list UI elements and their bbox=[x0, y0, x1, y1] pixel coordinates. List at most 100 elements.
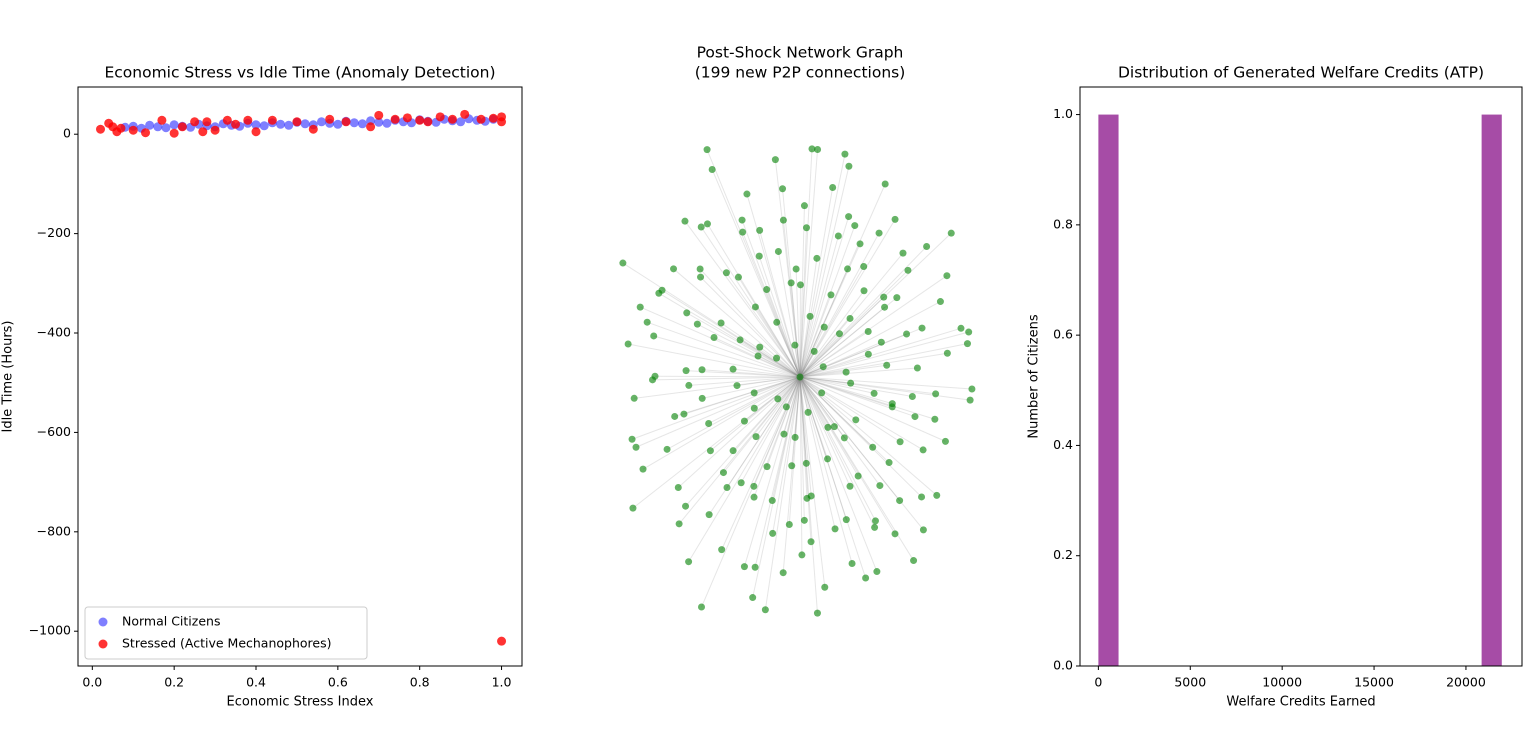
scatter-point bbox=[316, 117, 326, 127]
node bbox=[774, 395, 782, 403]
node bbox=[787, 279, 795, 287]
node bbox=[936, 298, 944, 306]
edge bbox=[783, 376, 801, 435]
scatter-point bbox=[161, 123, 171, 133]
node bbox=[796, 373, 804, 381]
scatter-point bbox=[169, 120, 179, 130]
node bbox=[829, 183, 837, 191]
node bbox=[779, 569, 787, 577]
scatter-point bbox=[96, 124, 106, 134]
edge bbox=[701, 376, 801, 608]
x-axis-label: Economic Stress Index bbox=[227, 695, 374, 710]
edge bbox=[799, 376, 901, 501]
node bbox=[739, 228, 747, 236]
edge bbox=[799, 376, 972, 390]
edge bbox=[732, 368, 801, 378]
node bbox=[883, 361, 891, 369]
edge bbox=[799, 352, 948, 378]
edge bbox=[799, 371, 847, 378]
edge bbox=[791, 376, 801, 466]
scatter-point bbox=[374, 117, 384, 127]
edge bbox=[799, 376, 922, 498]
node bbox=[819, 363, 827, 371]
edge bbox=[799, 376, 826, 588]
edge bbox=[700, 226, 801, 378]
chart-title: Distribution of Generated Welfare Credit… bbox=[1118, 64, 1484, 82]
edge bbox=[754, 376, 801, 568]
node bbox=[675, 520, 683, 528]
edge bbox=[799, 331, 969, 378]
edge bbox=[799, 225, 856, 378]
node bbox=[782, 403, 790, 411]
edge bbox=[799, 268, 849, 378]
edge bbox=[736, 376, 801, 387]
node bbox=[871, 523, 879, 531]
node bbox=[888, 403, 896, 411]
node bbox=[820, 323, 828, 331]
edge bbox=[799, 331, 869, 378]
node bbox=[891, 530, 899, 538]
edge bbox=[655, 375, 801, 378]
chart-title: (199 new P2P connections) bbox=[695, 64, 906, 82]
edge bbox=[772, 376, 801, 534]
node bbox=[918, 324, 926, 332]
y-tick-label: −800 bbox=[37, 523, 71, 538]
node bbox=[896, 497, 904, 505]
node bbox=[842, 368, 850, 376]
node bbox=[779, 216, 787, 224]
edge bbox=[799, 376, 893, 408]
node bbox=[796, 281, 804, 289]
node bbox=[643, 318, 651, 326]
edge bbox=[799, 376, 878, 572]
node bbox=[891, 215, 899, 223]
node bbox=[824, 455, 832, 463]
node bbox=[698, 603, 706, 611]
scatter-point bbox=[300, 119, 310, 129]
node bbox=[751, 303, 759, 311]
scatter-point bbox=[390, 114, 400, 124]
edge bbox=[799, 376, 971, 401]
node bbox=[632, 443, 640, 451]
edge bbox=[777, 376, 801, 400]
edge bbox=[632, 376, 801, 509]
scatter-point bbox=[284, 120, 294, 130]
node bbox=[845, 162, 853, 170]
edge bbox=[774, 159, 801, 378]
node bbox=[860, 263, 868, 271]
node bbox=[740, 563, 748, 571]
scatter-point bbox=[210, 125, 220, 135]
node bbox=[873, 568, 881, 576]
node bbox=[683, 309, 691, 317]
edge bbox=[799, 376, 853, 564]
axes-frame bbox=[1079, 86, 1523, 667]
legend-marker bbox=[98, 639, 108, 649]
edge bbox=[684, 220, 801, 378]
edge bbox=[640, 306, 801, 378]
y-axis-label: Number of Citizens bbox=[1027, 314, 1042, 438]
node bbox=[848, 560, 856, 568]
node bbox=[896, 438, 904, 446]
node bbox=[706, 447, 714, 455]
node bbox=[703, 146, 711, 154]
node bbox=[639, 465, 647, 473]
x-tick-label: 0.8 bbox=[410, 675, 430, 690]
node bbox=[734, 273, 742, 281]
edge bbox=[799, 376, 805, 521]
node bbox=[756, 343, 764, 351]
edge bbox=[622, 262, 801, 378]
node bbox=[698, 366, 706, 374]
edge bbox=[799, 376, 829, 428]
edge bbox=[799, 376, 829, 460]
node bbox=[813, 609, 821, 617]
edge bbox=[726, 376, 801, 488]
edge bbox=[740, 376, 801, 484]
scatter-point bbox=[357, 119, 367, 129]
node bbox=[870, 389, 878, 397]
node bbox=[903, 330, 911, 338]
node bbox=[800, 202, 808, 210]
node bbox=[844, 265, 852, 273]
node bbox=[806, 312, 814, 320]
edge bbox=[764, 376, 801, 610]
node bbox=[680, 410, 688, 418]
edge bbox=[739, 339, 801, 378]
